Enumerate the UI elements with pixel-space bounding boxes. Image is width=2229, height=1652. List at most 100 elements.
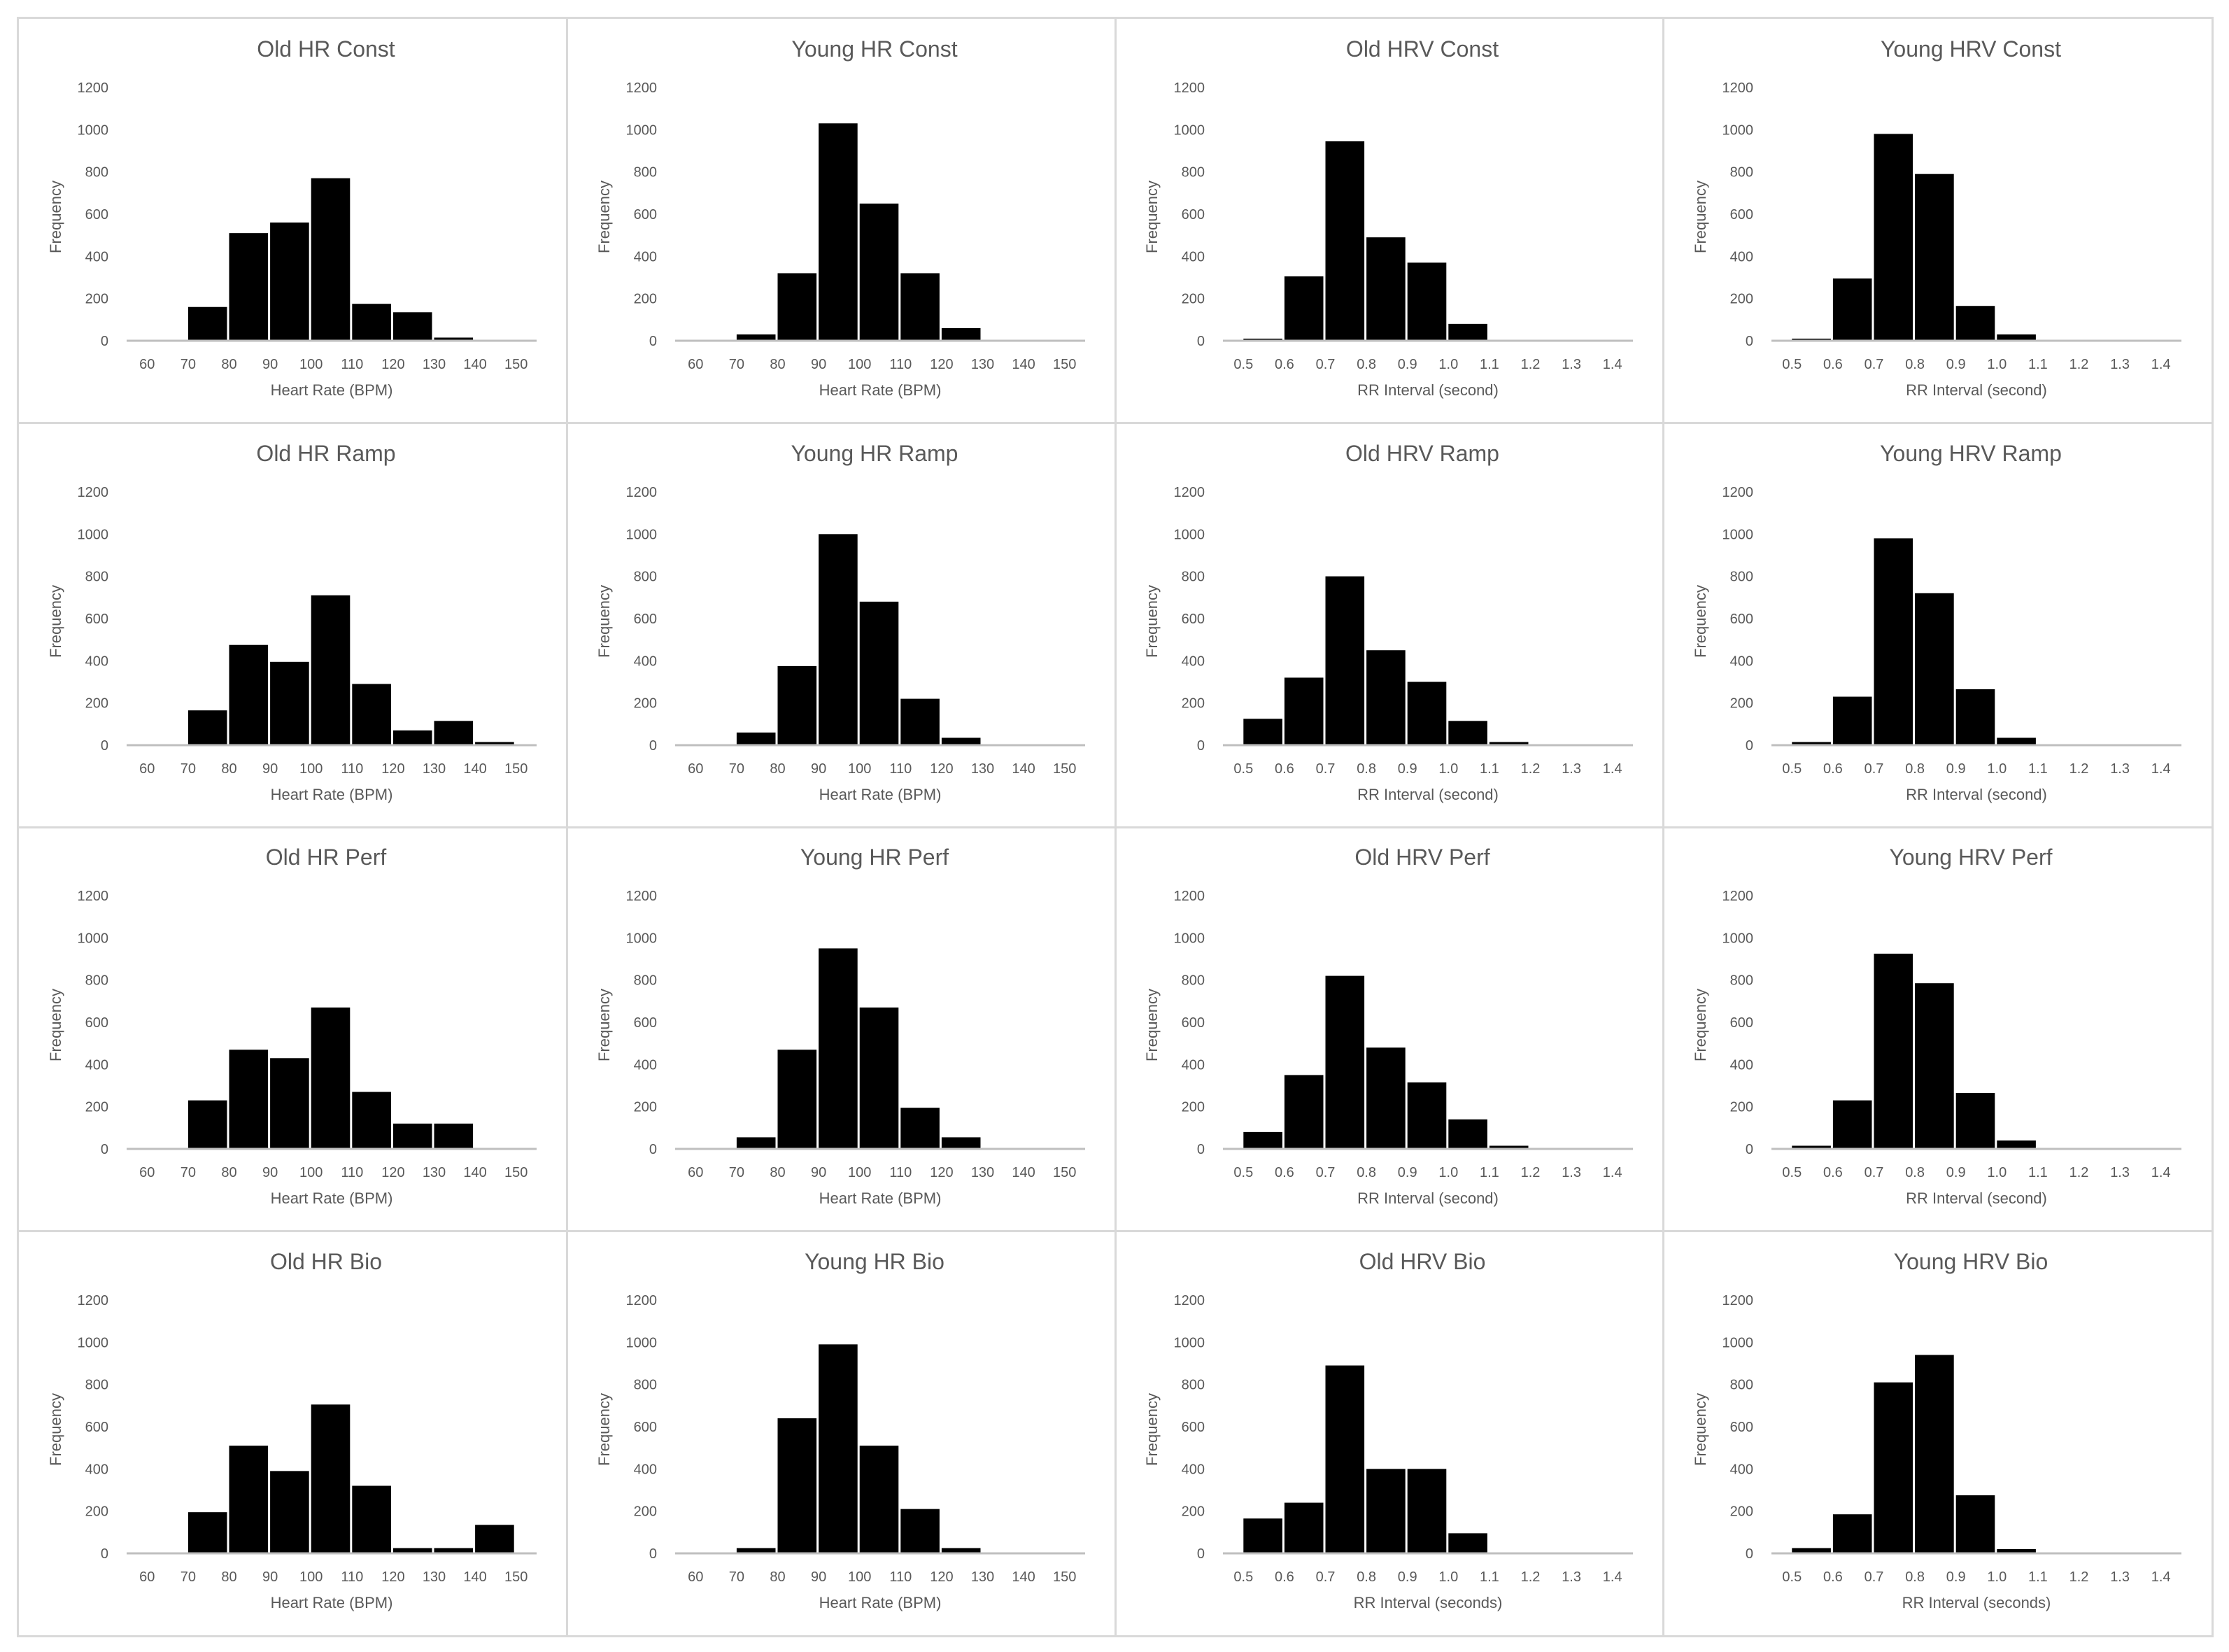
x-tick-label: 1.3: [2110, 1569, 2130, 1585]
chart-title: Young HRV Const: [1881, 36, 2061, 62]
x-tick-label: 80: [770, 1569, 785, 1585]
x-tick-label: 1.0: [1987, 761, 2007, 777]
y-tick-label: 600: [1729, 207, 1753, 223]
y-tick-label: 200: [633, 292, 656, 307]
histogram-bar: [736, 732, 775, 745]
x-tick-label: 1.1: [2028, 1165, 2047, 1180]
histogram-bar: [1243, 1518, 1282, 1553]
x-tick-label: 0.9: [1946, 357, 1965, 372]
x-axis-label: RR Interval (second): [1906, 786, 2047, 803]
y-axis-label: Frequency: [1143, 989, 1161, 1061]
histogram-bar: [187, 1511, 227, 1553]
x-tick-label: 150: [504, 761, 528, 777]
histogram-bar: [1874, 953, 1913, 1149]
chart-title: Young HRV Perf: [1889, 845, 2052, 870]
histogram-bar: [1448, 1119, 1487, 1149]
y-axis-label: Frequency: [595, 585, 613, 658]
x-tick-label: 90: [262, 761, 278, 777]
y-axis-label: Frequency: [1692, 989, 1709, 1061]
histogram-panel: Young HRV Const 0 200 400 600 800 1000 1200 Freq…: [1692, 36, 2181, 399]
y-tick-label: 0: [1745, 1546, 1753, 1562]
y-tick-label: 600: [1729, 1420, 1753, 1435]
y-tick-label: 800: [1729, 569, 1753, 584]
histogram-bar: [352, 1485, 391, 1553]
y-tick-label: 0: [649, 1546, 656, 1562]
y-tick-label: 600: [633, 612, 656, 627]
histogram-bar: [1996, 1140, 2036, 1149]
chart-title: Old HRV Const: [1346, 36, 1499, 62]
x-tick-label: 150: [504, 1165, 528, 1180]
y-tick-label: 0: [1745, 1142, 1753, 1157]
y-axis-label: Frequency: [47, 585, 64, 658]
x-tick-label: 1.2: [1521, 761, 1541, 777]
y-tick-label: 0: [1197, 738, 1205, 754]
y-tick-label: 800: [633, 1377, 656, 1392]
x-tick-label: 1.3: [2110, 357, 2130, 372]
histogram-bar: [859, 601, 898, 745]
histogram-panel: Young HRV Ramp 0 200 400 600 800 1000 1200 Frequ…: [1692, 441, 2181, 803]
histogram-bar: [187, 306, 227, 341]
row-divider: [19, 422, 2212, 424]
x-tick-label: 0.7: [1864, 1165, 1883, 1180]
y-tick-label: 200: [1182, 292, 1205, 307]
x-tick-label: 0.7: [1864, 761, 1883, 777]
y-tick-label: 600: [1729, 612, 1753, 627]
histogram-bar: [1955, 306, 1995, 341]
histogram-bar: [1874, 134, 1913, 341]
x-tick-label: 130: [970, 357, 993, 372]
y-tick-label: 600: [85, 207, 108, 223]
x-tick-label: 130: [423, 357, 446, 372]
x-tick-label: 0.9: [1398, 761, 1417, 777]
row-divider: [19, 826, 2212, 828]
histogram-bar: [311, 595, 351, 745]
histogram-bar: [1448, 720, 1487, 745]
histogram-bar: [352, 684, 391, 745]
y-tick-label: 200: [633, 1504, 656, 1519]
x-tick-label: 60: [688, 1165, 703, 1180]
x-tick-label: 0.6: [1275, 761, 1294, 777]
histogram-panel: Old HR Const 0 200 400 600 800 1000 1200 Frequen…: [47, 36, 537, 399]
x-tick-label: 1.3: [1562, 1165, 1581, 1180]
histogram-bar: [1284, 276, 1324, 341]
x-tick-label: 150: [1053, 1165, 1076, 1180]
x-tick-label: 0.5: [1782, 1165, 1802, 1180]
y-tick-label: 1200: [78, 80, 109, 96]
y-tick-label: 800: [1729, 973, 1753, 989]
x-tick-label: 1.0: [1438, 357, 1458, 372]
y-tick-label: 400: [1729, 1462, 1753, 1477]
x-tick-label: 90: [262, 1569, 278, 1585]
x-tick-label: 0.7: [1316, 761, 1336, 777]
row-divider: [19, 1230, 2212, 1232]
histogram-panel: Old HR Bio 0 200 400 600 800 1000 1200 Frequency…: [47, 1249, 537, 1611]
x-tick-label: 0.9: [1946, 1165, 1965, 1180]
y-tick-label: 400: [633, 1057, 656, 1073]
histogram-bar: [900, 1108, 940, 1149]
x-tick-label: 150: [504, 357, 528, 372]
histogram-bar: [1996, 1548, 2036, 1553]
y-tick-label: 800: [1182, 973, 1205, 989]
histogram-bar: [1407, 1082, 1447, 1149]
x-tick-label: 100: [848, 761, 871, 777]
histogram-bar: [777, 273, 816, 341]
histogram-bar: [1284, 1075, 1324, 1149]
y-tick-label: 1200: [1722, 80, 1753, 96]
y-tick-label: 800: [1729, 1377, 1753, 1392]
x-tick-label: 130: [970, 761, 993, 777]
y-tick-label: 1200: [1174, 80, 1205, 96]
y-axis-label: Frequency: [1143, 585, 1161, 658]
chart-title: Young HRV Bio: [1893, 1249, 2048, 1274]
x-tick-label: 1.4: [1603, 357, 1622, 372]
x-tick-label: 120: [930, 1569, 953, 1585]
y-tick-label: 1200: [625, 1293, 657, 1308]
x-tick-label: 1.1: [1480, 1569, 1499, 1585]
chart-title: Old HRV Ramp: [1345, 441, 1499, 466]
y-tick-label: 800: [633, 569, 656, 584]
x-axis-label: RR Interval (seconds): [1354, 1594, 1503, 1611]
histogram-bar: [1489, 741, 1529, 745]
y-axis-label: Frequency: [1692, 181, 1709, 253]
histogram-bar: [818, 533, 858, 745]
x-tick-label: 120: [381, 761, 404, 777]
y-tick-label: 1200: [1174, 1293, 1205, 1308]
histogram-bar: [475, 741, 514, 745]
chart-title: Young HR Bio: [805, 1249, 944, 1274]
